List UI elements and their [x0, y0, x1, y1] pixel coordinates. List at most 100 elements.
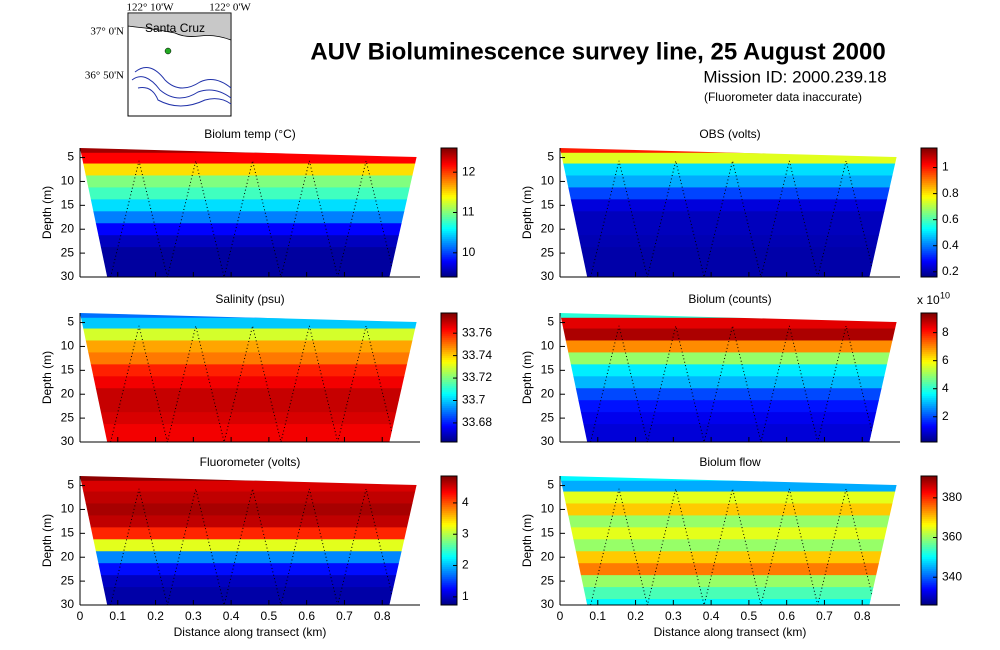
colorbar-swatch [921, 480, 937, 483]
depth-band [560, 340, 897, 353]
colorbar-swatch [921, 226, 937, 230]
depth-band [80, 148, 417, 154]
depth-band [80, 247, 417, 260]
y-tick-label: 10 [61, 502, 75, 516]
colorbar-swatch [921, 246, 937, 250]
colorbar-swatch [441, 528, 457, 531]
y-tick-label: 20 [61, 549, 75, 563]
colorbar-swatch [921, 425, 937, 429]
colorbar-swatch [441, 248, 457, 252]
colorbar-swatch [921, 319, 937, 322]
colorbar-frame [440, 312, 458, 443]
colorbar-swatch [441, 272, 457, 276]
y-tick-label: 15 [61, 198, 75, 212]
y-tick-label: 30 [61, 434, 75, 448]
colorbar-swatch [441, 196, 457, 199]
colorbar-swatch [441, 341, 457, 344]
colorbar-swatch [441, 562, 457, 566]
colorbar-swatch [921, 435, 937, 439]
colorbar-swatch [441, 588, 457, 592]
colorbar-swatch [921, 492, 937, 495]
colorbar-swatch [921, 522, 937, 525]
colorbar-swatch [921, 429, 937, 433]
colorbar-swatch [441, 194, 457, 197]
colorbar-swatch [441, 512, 457, 515]
depth-band [560, 235, 897, 248]
colorbar-swatch [441, 582, 457, 586]
colorbar-swatch [441, 391, 457, 395]
colorbar-swatch [921, 254, 937, 258]
colorbar-swatch [441, 357, 457, 360]
x-tick-label: 0.6 [298, 609, 315, 623]
x-tick-label: 0.4 [703, 609, 720, 623]
colorbar-swatch [441, 383, 457, 387]
colorbar-swatch [441, 568, 457, 572]
colorbar-swatch [921, 337, 937, 340]
colorbar-swatch [441, 592, 457, 596]
depth-band [560, 187, 897, 200]
colorbar-swatch [441, 214, 457, 218]
x-tick-label: 0.3 [185, 609, 202, 623]
colorbar-tick-label: 0.4 [942, 238, 959, 252]
colorbar-swatch [921, 343, 937, 346]
colorbar-swatch [441, 478, 457, 481]
colorbar-swatch [921, 222, 937, 226]
depth-band [560, 313, 897, 319]
colorbar-tick-label: 33.76 [462, 325, 492, 339]
colorbar-swatch [921, 532, 937, 535]
colorbar-swatch [921, 341, 937, 344]
colorbar-swatch [921, 236, 937, 240]
colorbar-swatch [441, 572, 457, 576]
colorbar-swatch [921, 576, 937, 580]
colorbar-swatch [441, 423, 457, 427]
colorbar-swatch [921, 212, 937, 216]
colorbar-swatch [921, 379, 937, 383]
x-tick-label: 0 [77, 609, 84, 623]
colorbar-swatch [441, 349, 457, 352]
colorbar-swatch [441, 353, 457, 356]
colorbar-swatch [921, 377, 937, 381]
colorbar-swatch [921, 180, 937, 183]
colorbar-swatch [441, 415, 457, 419]
colorbar-swatch [921, 498, 937, 501]
colorbar-swatch [921, 560, 937, 564]
colorbar-swatch [921, 439, 937, 443]
depth-band [560, 163, 897, 176]
colorbar-swatch [921, 272, 937, 276]
field [560, 313, 897, 442]
colorbar-swatch [921, 544, 937, 548]
y-tick-label: 10 [61, 174, 75, 188]
colorbar-swatch [441, 218, 457, 222]
colorbar-swatch [441, 590, 457, 594]
depth-band [80, 163, 417, 176]
colorbar-swatch [441, 232, 457, 236]
colorbar-swatch [441, 403, 457, 407]
colorbar-swatch [921, 260, 937, 264]
colorbar-swatch [441, 520, 457, 523]
colorbar-swatch [441, 431, 457, 435]
colorbar-swatch [921, 423, 937, 427]
colorbar-swatch [441, 254, 457, 258]
colorbar-swatch [441, 270, 457, 274]
y-tick-label: 15 [61, 526, 75, 540]
colorbar-swatch [441, 365, 457, 368]
y-tick-label: 5 [547, 315, 554, 329]
colorbar-swatch [921, 192, 937, 195]
colorbar-swatch [921, 373, 937, 376]
colorbar-swatch [441, 578, 457, 582]
colorbar-swatch [441, 413, 457, 417]
colorbar-swatch [921, 538, 937, 541]
colorbar-swatch [921, 602, 937, 606]
colorbar-swatch [441, 381, 457, 385]
colorbar-swatch [921, 363, 937, 366]
x-tick-label: 0.2 [627, 609, 644, 623]
y-axis-label: Depth (m) [40, 186, 54, 239]
depth-band [560, 503, 897, 516]
colorbar-swatch [441, 208, 457, 211]
depth-band [80, 480, 417, 493]
y-axis-label: Depth (m) [520, 186, 534, 239]
y-tick-label: 20 [61, 221, 75, 235]
colorbar-frame [920, 312, 938, 443]
depth-band [560, 599, 897, 605]
colorbar-swatch [921, 252, 937, 256]
